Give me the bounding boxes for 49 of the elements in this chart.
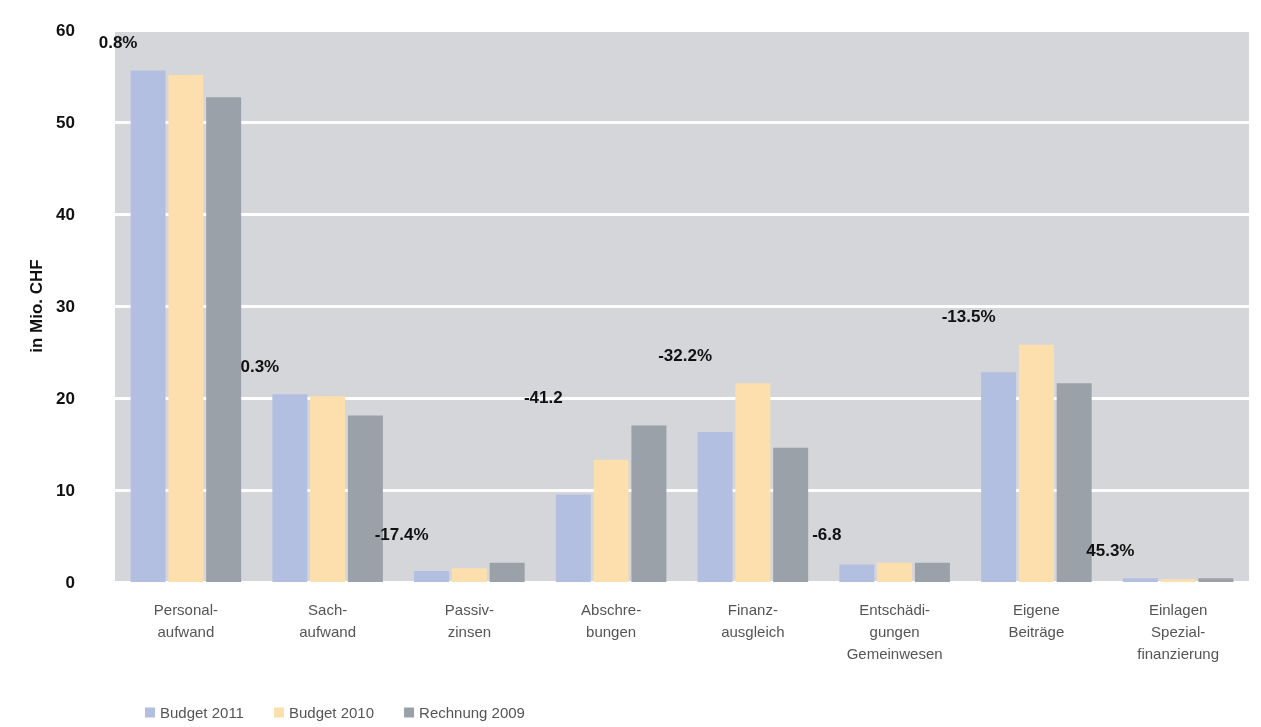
bar (697, 432, 733, 582)
bar (593, 459, 629, 582)
annotation: -13.5% (941, 307, 996, 327)
bar (1122, 578, 1158, 582)
bar (310, 396, 346, 582)
annotation: 45.3% (1086, 540, 1135, 560)
annotation: -17.4% (374, 525, 429, 545)
bar (914, 562, 950, 582)
bar (555, 494, 591, 582)
legend-label: Rechnung 2009 (419, 704, 525, 721)
legend-label: Budget 2011 (160, 704, 244, 721)
x-tick-label: Entschädi- gungen Gemeinwesen (846, 600, 943, 662)
annotation: 0.8% (98, 32, 138, 52)
bar (489, 562, 525, 582)
bar (1198, 578, 1234, 582)
x-tick-label: Personal- aufwand (153, 600, 218, 640)
bar (272, 394, 308, 582)
bar (414, 570, 450, 582)
x-tick-label: Abschre- bungen (581, 600, 642, 640)
x-tick-label: Sach- aufwand (299, 600, 356, 640)
y-tick-label: 40 (56, 204, 75, 224)
y-tick-label: 60 (56, 20, 75, 40)
y-axis-title: in Mio. CHF (27, 259, 47, 353)
x-tick-label: Einlagen Spezial- finanzierung (1137, 600, 1219, 662)
annotation: 0.3% (240, 356, 280, 376)
annotation: -6.8 (812, 525, 842, 545)
bar (735, 383, 771, 582)
bar (130, 70, 166, 582)
bar (206, 97, 242, 582)
bar (981, 372, 1017, 582)
y-tick-label: 10 (56, 480, 75, 500)
bar (451, 568, 487, 582)
y-tick-label: 0 (65, 572, 75, 592)
bar (877, 562, 913, 582)
bar (1018, 344, 1054, 582)
legend-label: Budget 2010 (288, 704, 375, 721)
bar (1160, 579, 1196, 582)
x-tick-label: Eigene Beiträge (1008, 600, 1065, 640)
x-tick-label: Finanz- ausgleich (721, 600, 785, 640)
annotation: -32.2% (658, 345, 713, 365)
bar (839, 564, 875, 582)
y-tick-label: 30 (56, 296, 75, 316)
x-tick-label: Passiv- zinsen (444, 600, 494, 640)
annotation: -41.2 (523, 388, 563, 408)
bar (168, 75, 204, 582)
bar (631, 425, 667, 582)
y-tick-label: 50 (56, 112, 75, 132)
bar (773, 447, 809, 582)
y-tick-label: 20 (56, 388, 75, 408)
